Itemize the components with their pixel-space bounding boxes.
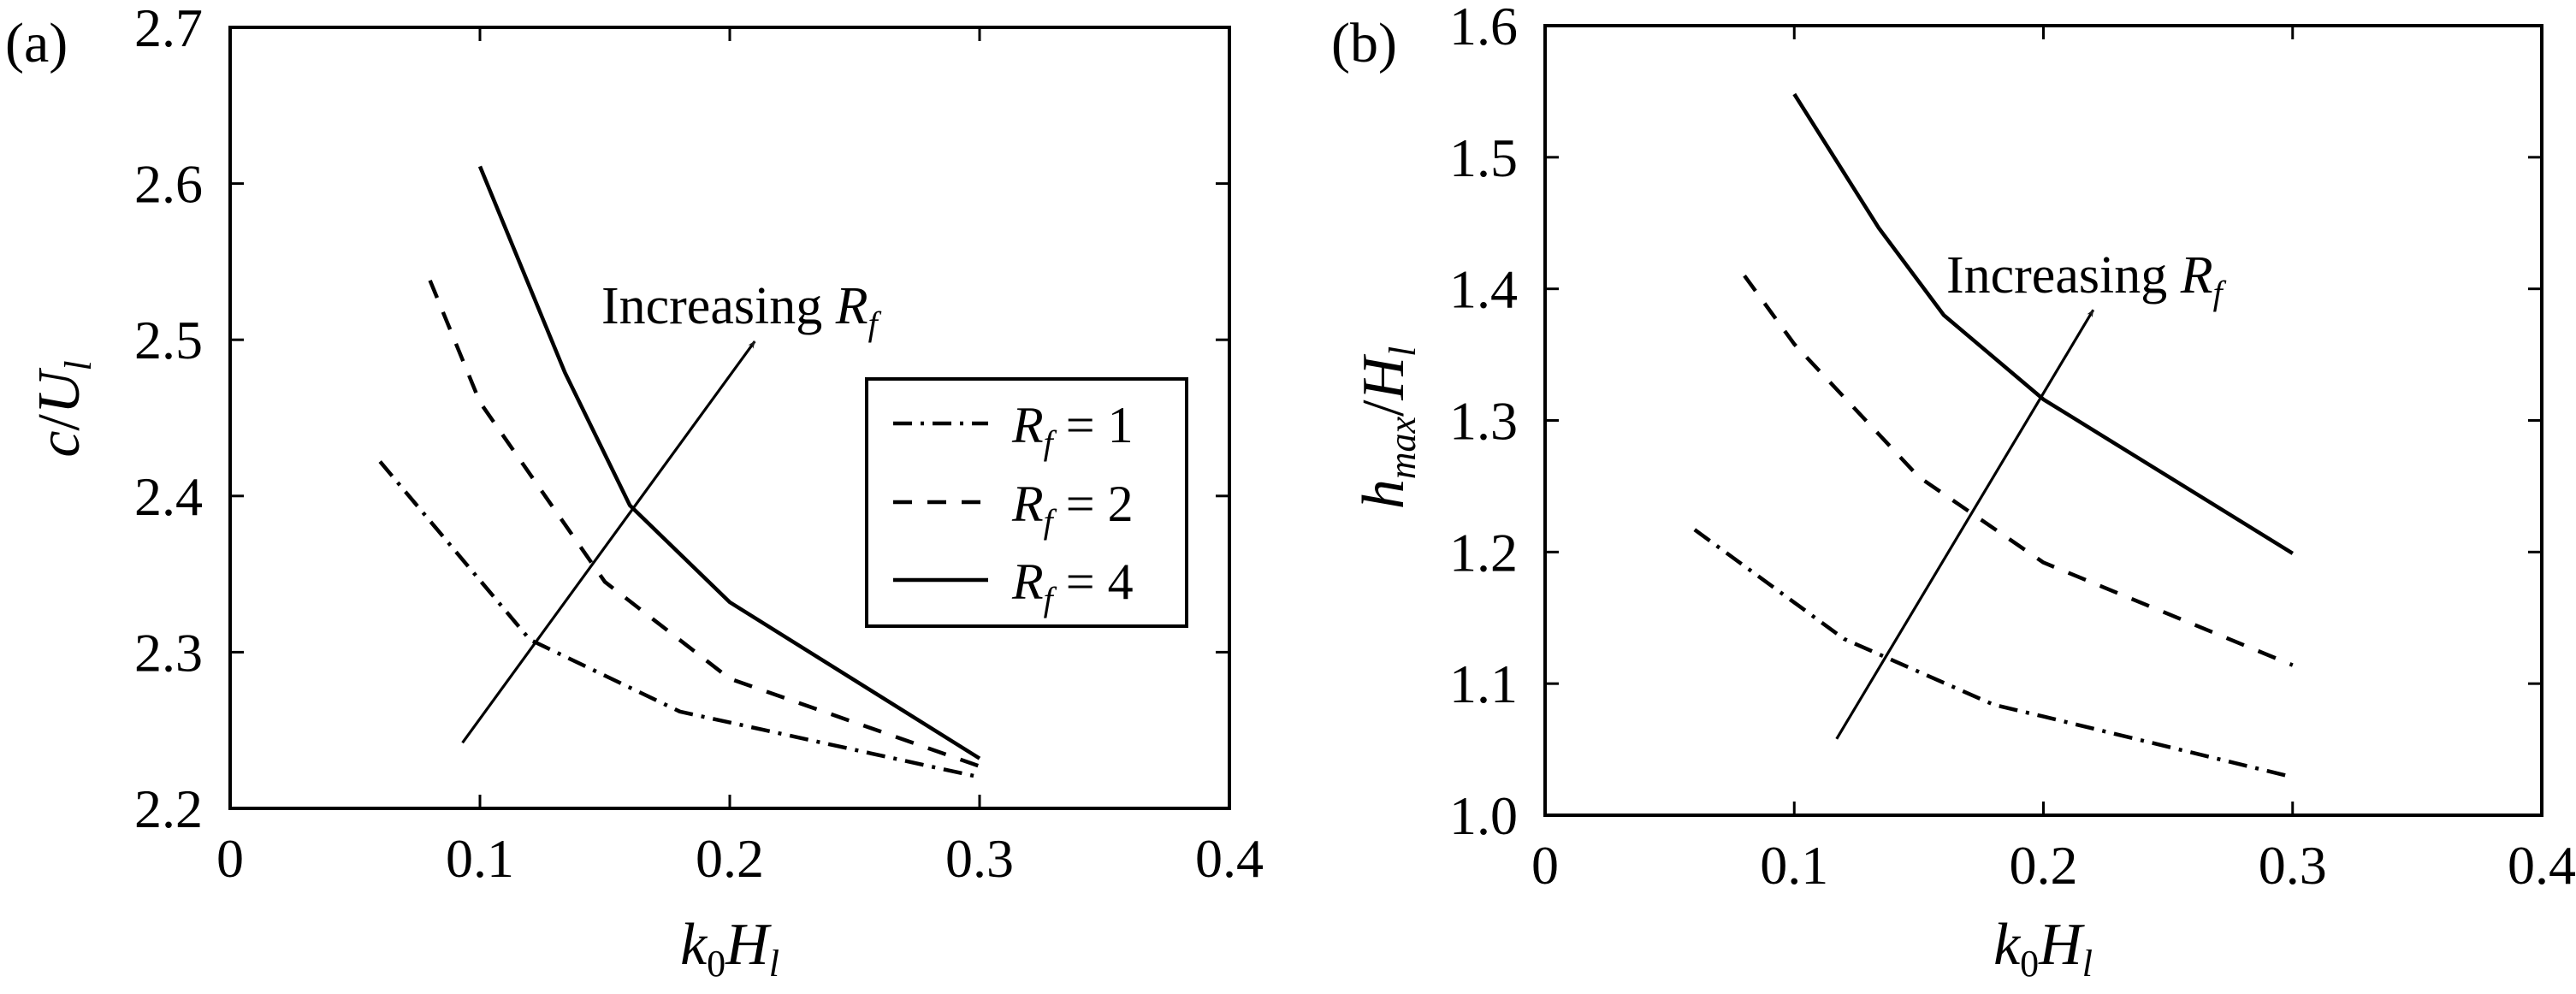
x-tick-label: 0.1 bbox=[446, 828, 514, 889]
series-solid bbox=[1792, 92, 2294, 555]
panel-a-ticks: 0 0.1 0.2 0.3 0.4 2.2 2.3 2.4 2.5 2.6 2.7 bbox=[134, 0, 1264, 889]
y-tick-label: 1.3 bbox=[1449, 391, 1518, 452]
x-tick-label: 0 bbox=[216, 828, 244, 889]
y-tick-label: 1.4 bbox=[1449, 259, 1518, 320]
y-tick-label: 2.2 bbox=[134, 778, 203, 839]
panel-a-label: (a) bbox=[5, 12, 68, 74]
series-dashed bbox=[1743, 274, 2294, 667]
panel-b-annotation: Increasing Rf bbox=[1946, 246, 2227, 312]
y-tick-label: 1.6 bbox=[1449, 0, 1518, 56]
y-tick-label: 1.5 bbox=[1449, 127, 1518, 188]
legend-label-rf4: Rf = 4 bbox=[1011, 553, 1134, 618]
panel-a-annotation: Increasing Rf bbox=[601, 277, 882, 343]
x-tick-label: 0 bbox=[1531, 835, 1559, 896]
legend-label-rf2: Rf = 2 bbox=[1011, 476, 1134, 541]
y-tick-label: 1.2 bbox=[1449, 522, 1518, 583]
x-tick-label: 0.3 bbox=[945, 828, 1014, 889]
y-tick-label: 2.4 bbox=[134, 466, 203, 527]
panel-b-label: (b) bbox=[1331, 12, 1397, 74]
legend-box bbox=[865, 377, 1188, 628]
panel-b-series bbox=[1693, 92, 2294, 779]
panel-a-xlabel: k0Hl bbox=[680, 912, 779, 985]
x-tick-label: 0.2 bbox=[696, 828, 764, 889]
x-tick-label: 0.1 bbox=[1760, 835, 1828, 896]
y-tick-label: 2.6 bbox=[134, 154, 203, 215]
panel-b-ticks: 0 0.1 0.2 0.3 0.4 1.0 1.1 1.2 1.3 1.4 1.5 1.6 bbox=[1449, 0, 2576, 896]
legend-label-rf1: Rf = 1 bbox=[1011, 397, 1134, 462]
panel-b-ylabel: hmax/Hl bbox=[1351, 346, 1424, 510]
x-tick-label: 0.2 bbox=[2010, 835, 2078, 896]
y-tick-label: 2.5 bbox=[134, 310, 203, 370]
y-tick-label: 2.3 bbox=[134, 622, 203, 683]
panel-a-ylabel: c/Ul bbox=[27, 360, 99, 457]
x-tick-label: 0.3 bbox=[2259, 835, 2327, 896]
panel-b: (b) 0 0.1 0.2 0.3 0.4 1.0 1.1 1.2 1.3 1.4 1.5 1.6 I… bbox=[1331, 0, 2576, 985]
series-solid bbox=[477, 165, 981, 760]
series-dashdot bbox=[1693, 528, 2294, 779]
x-tick-label: 0.4 bbox=[1195, 828, 1264, 889]
y-tick-label: 1.1 bbox=[1449, 654, 1518, 714]
increasing-rf-arrow-b bbox=[1835, 309, 2095, 740]
panel-b-axes-frame bbox=[1543, 24, 2543, 817]
x-tick-label: 0.4 bbox=[2508, 835, 2576, 896]
panel-a: (a) 0 0.1 0.2 0.3 0.4 2.2 2.3 2.4 2.5 2.6 2.7 Incr… bbox=[5, 0, 1264, 985]
y-tick-label: 1.0 bbox=[1449, 785, 1518, 846]
series-dashed bbox=[428, 279, 980, 768]
series-dashdot bbox=[378, 460, 980, 779]
panel-a-series bbox=[378, 165, 981, 779]
panel-b-xlabel: k0Hl bbox=[1993, 912, 2093, 985]
increasing-rf-arrow-a bbox=[461, 340, 756, 744]
y-tick-label: 2.7 bbox=[134, 0, 203, 58]
legend: Rf = 1 Rf = 2 Rf = 4 bbox=[865, 377, 1188, 628]
